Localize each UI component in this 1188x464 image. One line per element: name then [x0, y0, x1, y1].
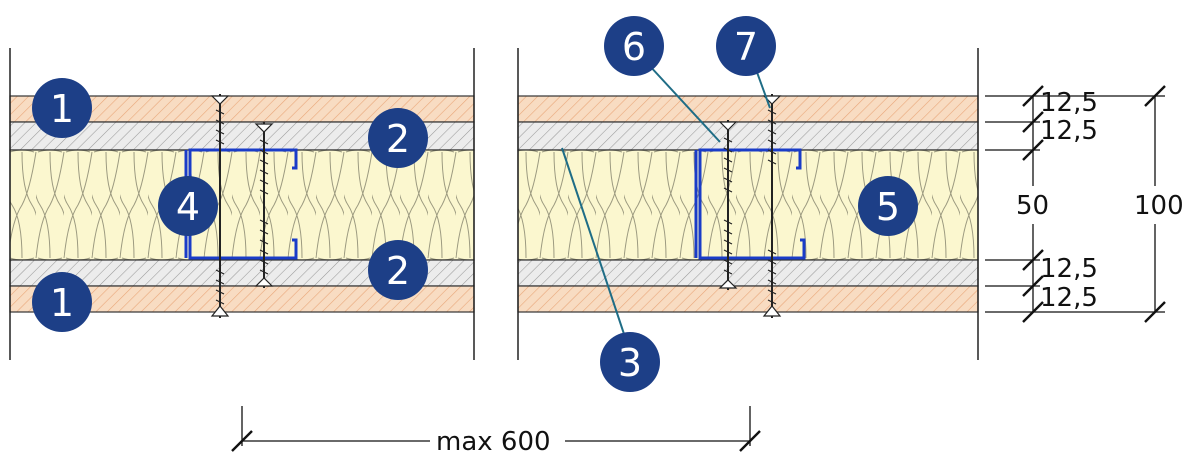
svg-text:1: 1	[50, 87, 74, 131]
dim-insulation: 50	[1016, 191, 1049, 221]
marker-2-bottom: 2	[368, 240, 428, 300]
marker-2-top: 2	[368, 108, 428, 168]
inner-board-bottom-right	[517, 259, 979, 287]
svg-text:2: 2	[386, 249, 410, 293]
leader-6	[647, 63, 721, 143]
outer-board-bottom-right	[517, 285, 979, 313]
svg-text:1: 1	[50, 281, 74, 325]
inner-board-top-right	[517, 121, 979, 151]
dim-layer-bottom-1: 12,5	[1040, 254, 1098, 284]
dim-layer-bottom-2: 12,5	[1040, 283, 1098, 313]
marker-6: 6	[604, 16, 664, 76]
screw-left-short	[254, 122, 274, 288]
marker-7: 7	[716, 16, 776, 76]
marker-3: 3	[600, 332, 660, 392]
svg-text:4: 4	[176, 185, 200, 229]
screw-left-long	[210, 94, 230, 318]
marker-5: 5	[858, 176, 918, 236]
dim-spacing: max 600	[436, 427, 551, 457]
marker-4: 4	[158, 176, 218, 236]
right-section	[517, 48, 979, 360]
marker-1-bottom: 1	[32, 272, 92, 332]
screw-right-a	[718, 120, 738, 290]
dimensions	[231, 85, 1166, 452]
dim-layer-top-2: 12,5	[1040, 116, 1098, 146]
svg-text:3: 3	[618, 341, 642, 385]
dim-layer-top-1: 12,5	[1040, 88, 1098, 118]
marker-1-top: 1	[32, 78, 92, 138]
svg-text:5: 5	[876, 185, 900, 229]
svg-text:2: 2	[386, 117, 410, 161]
dim-total: 100	[1134, 191, 1184, 221]
leader-3	[561, 147, 625, 335]
svg-text:6: 6	[622, 25, 646, 69]
svg-text:7: 7	[734, 25, 758, 69]
outer-board-top-right	[517, 95, 979, 123]
